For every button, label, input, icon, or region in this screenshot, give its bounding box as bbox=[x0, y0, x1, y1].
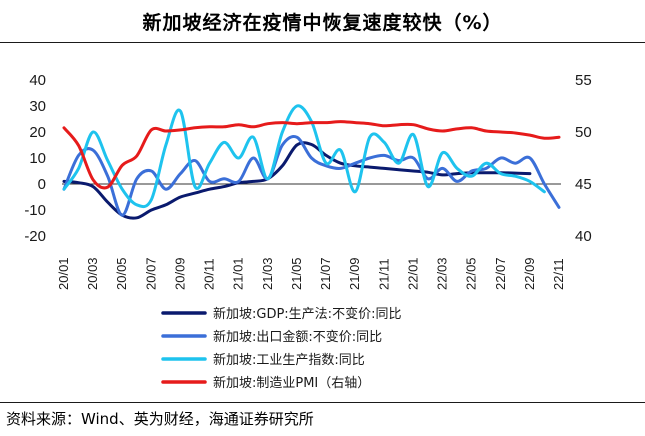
x-axis-tick-label: 21/05 bbox=[289, 257, 304, 290]
chart-area: 40 30 20 10 0 -10 -20 55 50 45 40 20/01 20/03 20/05 20… bbox=[24, 72, 591, 391]
x-axis-tick-label: 20/11 bbox=[202, 258, 217, 290]
legend-label-gdp: 新加坡:GDP:生产法:不变价:同比 bbox=[213, 306, 401, 322]
left-axis-tick-label: 20 bbox=[29, 124, 46, 141]
x-axis-tick-label: 20/05 bbox=[114, 257, 129, 290]
right-axis-tick-label: 45 bbox=[575, 176, 592, 193]
title-rule bbox=[0, 42, 645, 43]
left-axis-tick-label: -10 bbox=[24, 202, 46, 219]
x-axis-tick-label: 20/03 bbox=[85, 257, 100, 290]
x-axis-tick-label: 21/09 bbox=[347, 257, 362, 290]
chart-title: 新加坡经济在疫情中恢复速度较快（%） bbox=[142, 12, 503, 34]
x-axis-tick-label: 22/07 bbox=[493, 257, 508, 290]
x-axis-tick-label: 22/05 bbox=[464, 257, 479, 290]
left-axis-tick-label: 30 bbox=[29, 98, 46, 115]
right-axis-tick-label: 50 bbox=[575, 124, 592, 141]
legend-label-industrial-production: 新加坡:工业生产指数:同比 bbox=[213, 352, 365, 368]
source-rule bbox=[0, 402, 645, 403]
left-axis-tick-label: 10 bbox=[29, 150, 46, 167]
right-axis-tick-label: 40 bbox=[575, 228, 592, 245]
x-axis-tick-label: 22/03 bbox=[435, 257, 450, 290]
legend: 新加坡:GDP:生产法:不变价:同比新加坡:出口金额:不变价:同比新加坡:工业生… bbox=[161, 306, 401, 391]
x-axis-tick-label: 21/07 bbox=[318, 257, 333, 290]
x-axis-tick-label: 20/09 bbox=[172, 257, 187, 290]
x-axis-tick-label: 21/01 bbox=[231, 257, 246, 290]
series-line-exports bbox=[62, 135, 561, 217]
left-axis-tick-label: 0 bbox=[38, 176, 46, 193]
x-axis-tick-label: 22/09 bbox=[522, 257, 537, 290]
x-axis-tick-label: 21/11 bbox=[376, 258, 391, 290]
left-axis-tick-label: 40 bbox=[29, 72, 46, 89]
right-axis-tick-label: 55 bbox=[575, 72, 592, 89]
x-axis-tick-label: 22/01 bbox=[405, 257, 420, 290]
x-axis-tick-label: 21/03 bbox=[260, 257, 275, 290]
series-line-industrial-production bbox=[62, 104, 546, 209]
x-axis-tick-label: 22/11 bbox=[551, 258, 566, 290]
source-note: 资料来源：Wind、英为财经，海通证券研究所 bbox=[6, 410, 314, 428]
axes-layer: 40 30 20 10 0 -10 -20 55 50 45 40 20/01 20/03 20/05 20… bbox=[24, 72, 591, 290]
left-axis-tick-label: -20 bbox=[24, 228, 46, 245]
legend-label-exports: 新加坡:出口金额:不变价:同比 bbox=[213, 329, 382, 345]
x-axis-tick-label: 20/07 bbox=[143, 257, 158, 290]
legend-label-manufacturing-pmi: 新加坡:制造业PMI（右轴） bbox=[213, 375, 370, 391]
series-line-manufacturing-pmi bbox=[62, 120, 561, 190]
x-axis-tick-label: 20/01 bbox=[56, 257, 71, 290]
series-layer bbox=[62, 104, 561, 220]
series-line-gdp bbox=[62, 141, 532, 220]
